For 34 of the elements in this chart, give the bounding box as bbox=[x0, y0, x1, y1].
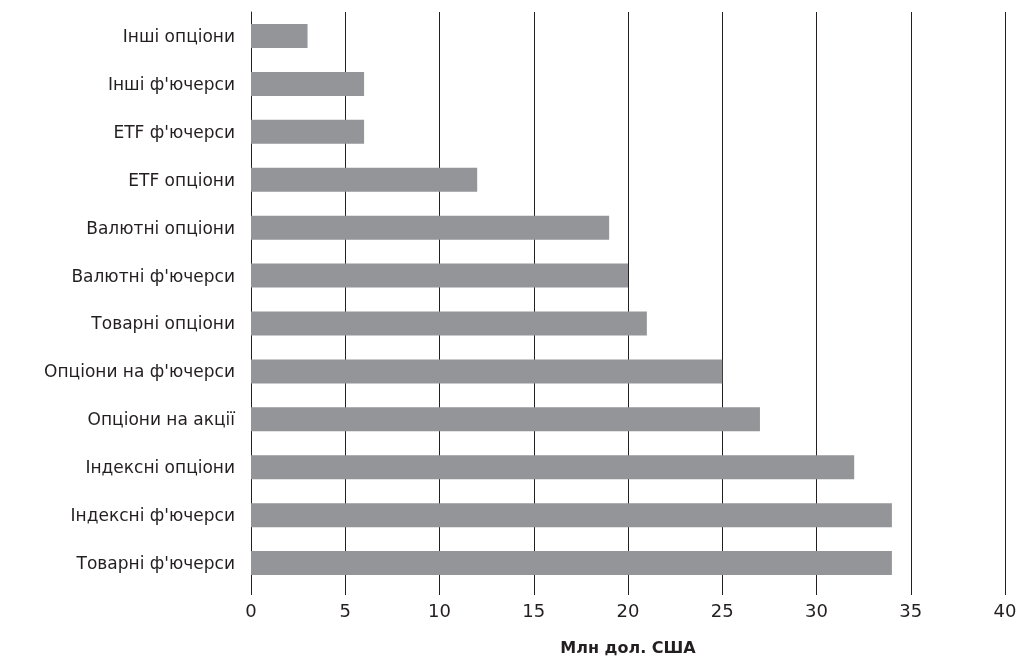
bar bbox=[251, 215, 610, 240]
y-tick-label: Опціони на акції bbox=[87, 409, 236, 430]
y-tick-label: Інші ф'ючерси bbox=[107, 73, 235, 94]
bar bbox=[251, 311, 647, 336]
bar bbox=[251, 503, 892, 528]
x-tick-label: 0 bbox=[245, 599, 257, 621]
x-axis-title: Млн дол. США bbox=[560, 637, 697, 657]
bar bbox=[251, 551, 892, 576]
y-tick-label: Товарні ф'ючерси bbox=[75, 553, 235, 574]
bar bbox=[251, 263, 628, 288]
y-tick-label: Індексні опціони bbox=[85, 457, 235, 478]
y-tick-label: Товарні опціони bbox=[90, 313, 235, 334]
x-tick-label: 25 bbox=[710, 599, 734, 621]
bar bbox=[251, 455, 855, 480]
y-tick-label: Валютні опціони bbox=[86, 217, 235, 238]
bar bbox=[251, 23, 308, 48]
x-tick-label: 15 bbox=[522, 599, 546, 621]
y-tick-label: Індексні ф'ючерси bbox=[70, 505, 235, 526]
bar bbox=[251, 71, 365, 96]
x-tick-label: 30 bbox=[805, 599, 828, 621]
bar bbox=[251, 119, 365, 144]
x-tick-label: 35 bbox=[899, 599, 923, 621]
y-tick-label: Опціони на ф'ючерси bbox=[44, 361, 235, 382]
y-tick-label: ETF ф'ючерси bbox=[113, 121, 235, 142]
x-tick-label: 10 bbox=[428, 599, 451, 621]
y-tick-label: ETF опціони bbox=[128, 169, 235, 190]
bar bbox=[251, 359, 723, 384]
y-tick-label: Валютні ф'ючерси bbox=[71, 265, 235, 286]
x-tick-label: 5 bbox=[339, 599, 351, 621]
y-tick-label: Інші опціони bbox=[122, 25, 235, 46]
bar bbox=[251, 167, 478, 192]
x-tick-label: 20 bbox=[616, 599, 640, 621]
bar bbox=[251, 407, 760, 432]
x-tick-label: 40 bbox=[993, 599, 1017, 621]
